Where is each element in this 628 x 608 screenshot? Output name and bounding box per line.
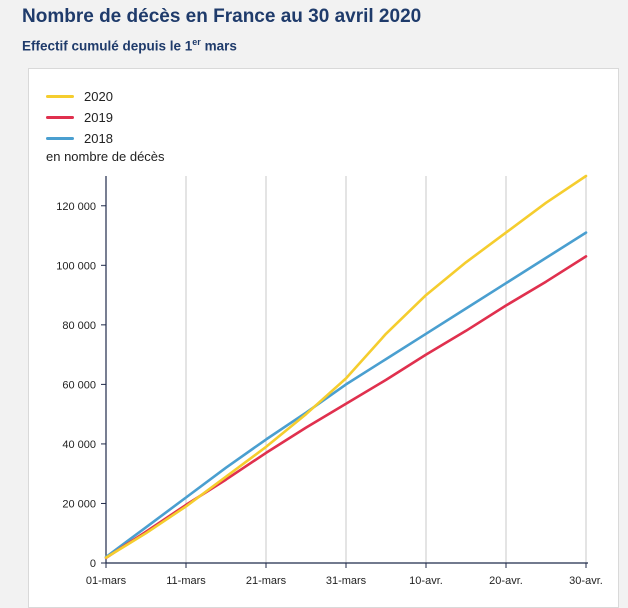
x-tick-label: 31-mars — [326, 575, 367, 587]
page-subtitle: Effectif cumulé depuis le 1er mars — [22, 37, 237, 54]
legend-label-2020: 2020 — [84, 89, 113, 104]
y-tick-label: 40 000 — [62, 439, 96, 451]
x-tick-label: 30-avr. — [569, 575, 603, 587]
legend-swatch-2019 — [46, 116, 74, 119]
subtitle-end: mars — [200, 38, 237, 54]
x-tick-label: 11-mars — [166, 575, 206, 587]
y-tick-label: 100 000 — [56, 260, 96, 272]
y-tick-label: 80 000 — [62, 320, 96, 332]
legend-item-2020[interactable]: 2020 — [46, 86, 113, 107]
legend-item-2019[interactable]: 2019 — [46, 107, 113, 128]
y-tick-label: 20 000 — [62, 498, 96, 510]
legend-label-2019: 2019 — [84, 110, 113, 125]
y-tick-label: 0 — [90, 558, 96, 570]
legend-swatch-2018 — [46, 137, 74, 140]
subtitle-text: Effectif cumulé depuis le 1 — [22, 38, 193, 54]
y-tick-label: 120 000 — [56, 201, 96, 213]
subtitle-superscript: er — [192, 37, 201, 47]
y-axis-unit-label: en nombre de décès — [46, 149, 165, 164]
legend-item-2018[interactable]: 2018 — [46, 128, 113, 149]
chart-legend: 2020 2019 2018 — [46, 86, 113, 149]
series-line-2018 — [104, 231, 588, 559]
x-tick-label: 10-avr. — [409, 575, 443, 587]
series-line-2020 — [104, 174, 588, 559]
legend-swatch-2020 — [46, 95, 74, 98]
chart-card — [28, 68, 619, 608]
page-title: Nombre de décès en France au 30 avril 20… — [22, 6, 422, 27]
legend-label-2018: 2018 — [84, 131, 113, 146]
x-tick-label: 01-mars — [86, 575, 127, 587]
x-tick-label: 21-mars — [246, 575, 287, 587]
y-tick-label: 60 000 — [62, 379, 96, 391]
x-tick-label: 20-avr. — [489, 575, 523, 587]
